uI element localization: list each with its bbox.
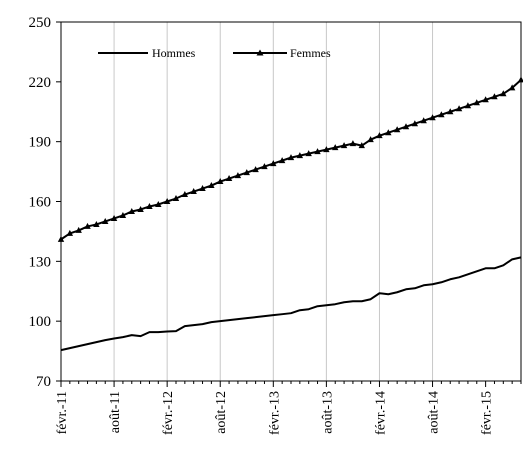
y-tick-label-190: 190 [29,135,52,151]
series-line-hommes [60,256,522,352]
data-point-femmes-25 [278,157,286,164]
y-tick-label-250: 250 [29,15,52,31]
data-point-femmes-47 [473,99,480,106]
data-point-femmes-14 [181,191,189,198]
data-point-femmes-0 [57,235,65,242]
data-point-femmes-51 [508,84,516,91]
data-point-femmes-38 [393,126,401,133]
data-point-femmes-24 [270,160,277,167]
data-point-femmes-15 [190,188,197,195]
data-point-femmes-45 [455,105,463,112]
data-point-femmes-6 [110,214,118,221]
data-point-femmes-21 [243,169,250,176]
data-point-femmes-16 [199,185,206,192]
data-point-femmes-29 [314,148,321,155]
data-point-femmes-17 [208,182,215,189]
data-point-femmes-33 [349,140,357,147]
plot-border [60,21,522,382]
series-layer [57,76,523,352]
x-tick-label-1: août-11 [108,391,123,433]
legend-label-hommes: Hommes [152,46,196,60]
data-point-femmes-11 [155,200,162,207]
data-point-femmes-3 [84,222,91,229]
data-point-femmes-36 [376,132,383,139]
data-point-femmes-1 [66,229,74,236]
data-point-femmes-46 [464,102,472,109]
data-point-femmes-12 [163,198,171,204]
x-tick-label-7: août-14 [427,391,442,434]
data-point-femmes-23 [261,163,268,170]
legend-label-femmes: Femmes [290,46,331,60]
x-tick-label-4: févr.-13 [267,391,282,435]
data-point-femmes-50 [500,90,507,97]
data-point-femmes-13 [172,195,180,202]
data-point-femmes-41 [420,117,427,124]
data-point-femmes-32 [340,142,348,149]
y-tick-label-130: 130 [29,254,52,270]
gridlines [113,22,434,381]
x-axis: févr.-11 août-11 févr.-12 août-12 févr.-13 ao… [55,381,522,435]
data-point-femmes-49 [491,93,498,100]
legend: Hommes Femmes [98,46,331,60]
y-tick-label-160: 160 [29,195,52,211]
data-point-femmes-35 [367,136,374,143]
data-point-femmes-18 [217,178,224,185]
data-point-femmes-40 [411,120,419,127]
y-axis: 70 100 130 160 190 220 250 [29,15,61,390]
x-tick-label-3: août-12 [214,391,229,434]
data-point-femmes-44 [447,108,454,115]
data-point-femmes-48 [482,96,489,103]
data-point-femmes-7 [119,211,127,218]
data-point-femmes-22 [252,166,259,173]
data-point-femmes-42 [429,114,436,121]
data-point-femmes-28 [305,150,312,157]
data-point-femmes-9 [137,205,144,212]
data-point-femmes-52 [517,76,523,83]
data-point-femmes-27 [296,152,304,159]
x-tick-label-8: févr.-15 [480,391,495,435]
data-point-femmes-8 [128,207,135,214]
data-point-femmes-34 [358,142,365,149]
data-point-femmes-20 [234,172,242,179]
data-point-femmes-2 [75,226,82,233]
data-point-femmes-30 [323,146,330,153]
data-point-femmes-4 [93,220,100,227]
x-tick-label-6: févr.-14 [373,391,388,435]
data-point-femmes-43 [438,111,445,118]
y-tick-label-70: 70 [36,374,51,390]
data-point-femmes-19 [225,175,233,182]
y-tick-label-100: 100 [29,314,52,330]
data-point-femmes-5 [102,217,109,224]
data-point-femmes-10 [146,202,153,209]
data-point-femmes-37 [385,129,392,136]
x-tick-label-2: févr.-12 [161,391,176,435]
data-point-femmes-31 [332,144,339,151]
x-tick-label-5: août-13 [320,391,335,434]
data-point-femmes-39 [402,123,410,130]
x-tick-label-0: févr.-11 [55,391,70,434]
plot-frame [60,21,522,382]
data-point-femmes-26 [287,154,295,161]
y-tick-label-220: 220 [29,75,52,91]
legend-marker-femmes [256,49,264,56]
